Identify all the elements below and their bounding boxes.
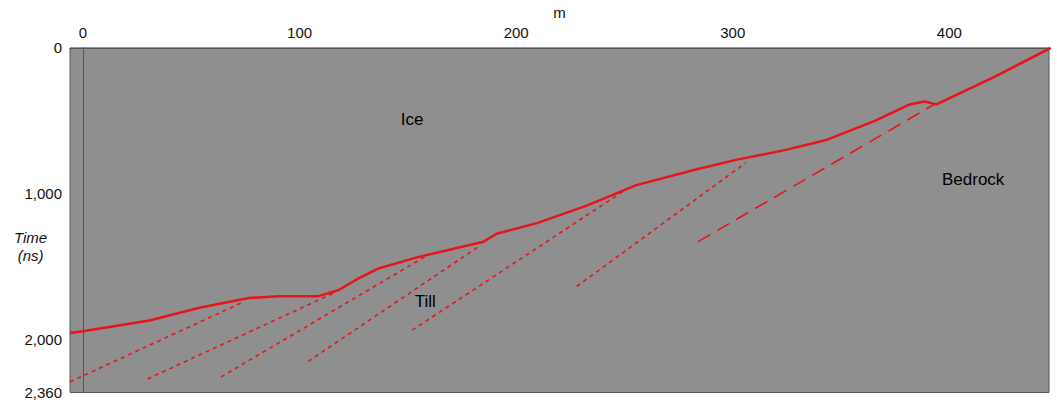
svg-text:2,360: 2,360 <box>24 384 62 400</box>
svg-text:Ice: Ice <box>401 110 424 129</box>
svg-text:Bedrock: Bedrock <box>942 170 1005 189</box>
svg-text:0: 0 <box>79 24 87 41</box>
svg-text:Till: Till <box>415 292 436 311</box>
svg-text:Time: Time <box>14 229 47 246</box>
svg-text:1,000: 1,000 <box>24 185 62 202</box>
svg-text:100: 100 <box>287 24 312 41</box>
svg-text:(ns): (ns) <box>18 247 44 264</box>
svg-text:200: 200 <box>504 24 529 41</box>
svg-text:m: m <box>553 4 566 21</box>
svg-text:0: 0 <box>54 39 62 56</box>
svg-text:2,000: 2,000 <box>24 331 62 348</box>
svg-text:400: 400 <box>937 24 962 41</box>
svg-text:300: 300 <box>720 24 745 41</box>
